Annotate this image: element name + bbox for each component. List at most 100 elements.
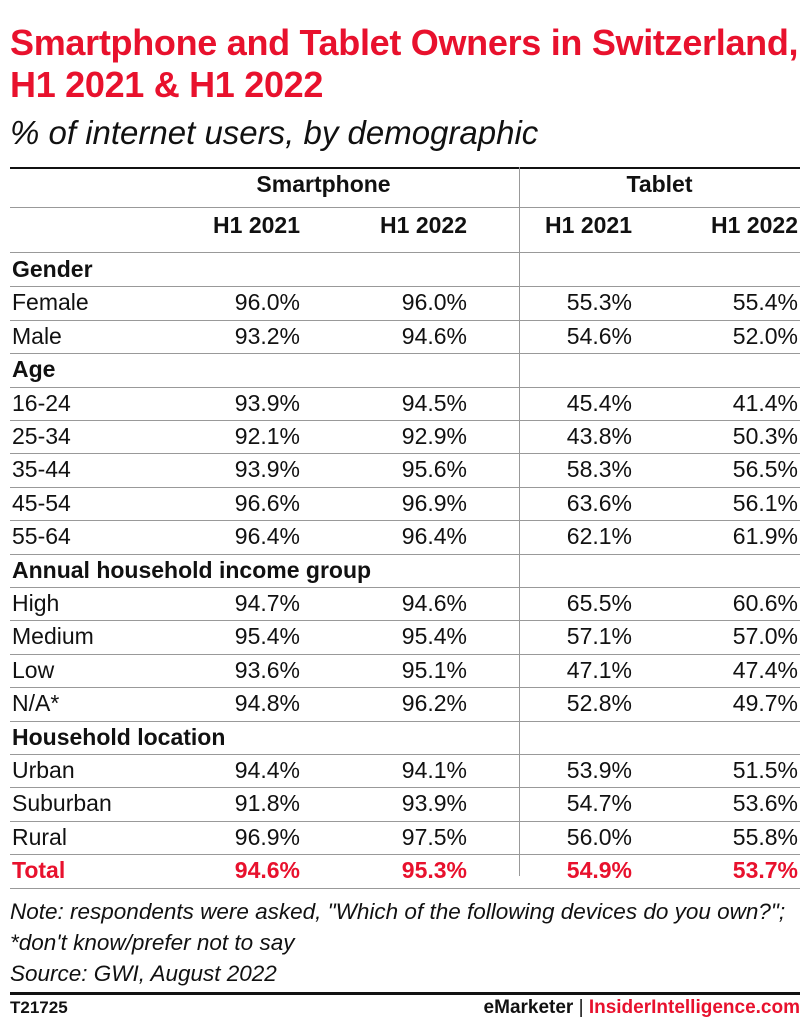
- row-rule: [10, 486, 800, 488]
- table-cell: 57.0%: [732, 623, 798, 650]
- chart-subtitle: % of internet users, by demographic: [10, 114, 539, 151]
- row-rule: [10, 887, 800, 889]
- table-cell: 92.9%: [401, 423, 467, 449]
- table-cell: 91.8%: [234, 790, 300, 817]
- row-rule: [10, 319, 800, 321]
- table-cell: 49.7%: [732, 690, 798, 717]
- table-row: 35-44 93.9% 95.6% 58.3% 56.5%: [10, 453, 800, 486]
- table-row: 45-54 96.6% 96.9% 63.6% 56.1%: [10, 487, 800, 520]
- section-label: Gender: [12, 256, 93, 282]
- row-label: Rural: [12, 823, 67, 850]
- section-header-row: Household location: [10, 721, 800, 754]
- table-cell: 47.4%: [732, 656, 798, 683]
- table-cell: 58.3%: [566, 456, 632, 483]
- row-rule: [10, 286, 800, 288]
- table-cell: 55.8%: [732, 823, 798, 850]
- section-header-row: Gender: [10, 253, 800, 286]
- table-cell: 96.0%: [401, 289, 467, 316]
- table-cell: 96.4%: [401, 523, 467, 550]
- row-label: 25-34: [12, 423, 71, 449]
- table-cell: 94.4%: [234, 757, 300, 783]
- column-group-tablet: Tablet: [626, 171, 693, 197]
- row-label: Medium: [12, 623, 94, 650]
- table-row: 16-24 93.9% 94.5% 45.4% 41.4%: [10, 387, 800, 420]
- column-header: H1 2021: [213, 212, 300, 238]
- row-label: Urban: [12, 757, 75, 783]
- table-cell: 95.1%: [401, 656, 467, 683]
- table-cell: 55.4%: [732, 289, 798, 316]
- chart-note: Note: respondents were asked, "Which of …: [10, 899, 786, 955]
- table-cell: 93.9%: [401, 790, 467, 817]
- table-cell: 94.8%: [234, 690, 300, 717]
- table-cell: 55.3%: [566, 289, 632, 316]
- table-row: Suburban 91.8% 93.9% 54.7% 53.6%: [10, 787, 800, 820]
- table-row: Rural 96.9% 97.5% 56.0% 55.8%: [10, 821, 800, 854]
- group-header-rule: [10, 207, 800, 208]
- brand-insider-intelligence: InsiderIntelligence.com: [588, 997, 800, 1018]
- table-cell: 54.6%: [566, 322, 632, 349]
- table-cell: 62.1%: [566, 523, 632, 550]
- row-rule: [10, 520, 800, 522]
- row-rule: [10, 787, 800, 789]
- table-top-rule: [10, 167, 800, 169]
- row-label: 55-64: [12, 523, 71, 550]
- table-cell: 96.6%: [234, 489, 300, 516]
- column-group-smartphone: Smartphone: [256, 171, 391, 197]
- brand-credit: eMarketer | InsiderIntelligence.com: [484, 997, 800, 1019]
- table-row: Medium 95.4% 95.4% 57.1% 57.0%: [10, 620, 800, 653]
- table-cell: 96.9%: [401, 489, 467, 516]
- table-cell: 94.7%: [234, 590, 300, 616]
- table-cell: 93.9%: [234, 389, 300, 416]
- section-label: Household location: [12, 723, 226, 750]
- chart-source: Source: GWI, August 2022: [10, 961, 277, 986]
- column-header: H1 2021: [545, 212, 632, 238]
- row-label: 45-54: [12, 489, 71, 516]
- table-row: 55-64 96.4% 96.4% 62.1% 61.9%: [10, 520, 800, 553]
- row-rule: [10, 587, 800, 588]
- section-label: Annual household income group: [12, 556, 372, 583]
- table-cell: 52.0%: [732, 322, 798, 349]
- row-label: N/A*: [12, 690, 60, 717]
- row-label: 35-44: [12, 456, 71, 483]
- table-cell: 50.3%: [732, 423, 798, 449]
- row-rule: [10, 620, 800, 622]
- table-cell: 53.7%: [732, 857, 798, 884]
- table-cell: 51.5%: [732, 757, 798, 783]
- table-cell: 45.4%: [566, 389, 632, 416]
- table-column-divider: [519, 167, 520, 876]
- table-cell: 96.9%: [234, 823, 300, 850]
- row-rule: [10, 687, 800, 689]
- table-cell: 94.1%: [401, 757, 467, 783]
- table-cell: 56.0%: [566, 823, 632, 850]
- row-rule: [10, 386, 800, 388]
- section-header-row: Age: [10, 353, 800, 386]
- section-label: Age: [12, 356, 56, 383]
- table-cell: 97.5%: [401, 823, 467, 850]
- table-cell: 53.9%: [566, 757, 632, 783]
- row-rule: [10, 653, 800, 655]
- table-cell: 95.4%: [401, 623, 467, 650]
- row-rule: [10, 820, 800, 822]
- table-cell: 93.2%: [234, 322, 300, 349]
- chart-title: Smartphone and Tablet Owners in Switzerl…: [10, 22, 799, 105]
- table-cell: 65.5%: [566, 590, 632, 616]
- table-cell: 54.9%: [566, 857, 632, 884]
- table-cell: 43.8%: [566, 423, 632, 449]
- column-header: H1 2022: [380, 212, 467, 238]
- total-row: Total 94.6% 95.3% 54.9% 53.7%: [10, 854, 800, 887]
- row-label: Low: [12, 656, 55, 683]
- table-cell: 53.6%: [732, 790, 798, 817]
- table-row: 25-34 92.1% 92.9% 43.8% 50.3%: [10, 420, 800, 453]
- table-cell: 52.8%: [566, 690, 632, 717]
- row-rule: [10, 453, 800, 455]
- row-rule: [10, 720, 800, 722]
- table-row: High 94.7% 94.6% 65.5% 60.6%: [10, 587, 800, 620]
- row-rule: [10, 854, 800, 856]
- row-rule: [10, 420, 800, 421]
- table-cell: 60.6%: [732, 590, 798, 616]
- footer-rule: [10, 992, 800, 995]
- table-cell: 93.6%: [234, 656, 300, 683]
- row-rule: [10, 553, 800, 555]
- table-cell: 96.0%: [234, 289, 300, 316]
- row-label: Suburban: [12, 790, 112, 817]
